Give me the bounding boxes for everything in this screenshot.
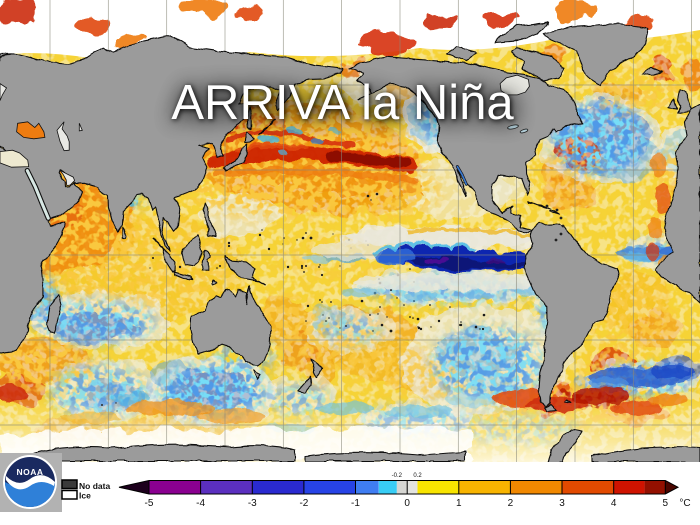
- svg-text:-4: -4: [196, 498, 205, 509]
- svg-text:2: 2: [508, 498, 514, 509]
- svg-text:0.2: 0.2: [413, 473, 422, 479]
- svg-text:ARRIVA la Niña: ARRIVA la Niña: [172, 77, 515, 131]
- svg-text:1: 1: [456, 498, 462, 509]
- svg-text:-5: -5: [145, 498, 154, 509]
- svg-text:ARRIVA la Niña: ARRIVA la Niña: [173, 78, 516, 132]
- svg-text:-0.2: -0.2: [392, 473, 403, 479]
- svg-text:NOAA: NOAA: [16, 467, 43, 477]
- svg-text:-3: -3: [248, 498, 257, 509]
- svg-text:3: 3: [559, 498, 565, 509]
- svg-text:°C: °C: [679, 498, 690, 509]
- svg-text:No data: No data: [79, 481, 110, 491]
- svg-text:Ice: Ice: [79, 491, 91, 501]
- svg-text:-1: -1: [351, 498, 360, 509]
- svg-text:ARRIVA la Niña: ARRIVA la Niña: [173, 78, 516, 132]
- svg-text:-2: -2: [299, 498, 308, 509]
- svg-text:4: 4: [611, 498, 617, 509]
- svg-text:0: 0: [404, 498, 410, 509]
- svg-text:ARRIVA la Niña: ARRIVA la Niña: [171, 76, 514, 130]
- svg-text:5: 5: [663, 498, 669, 509]
